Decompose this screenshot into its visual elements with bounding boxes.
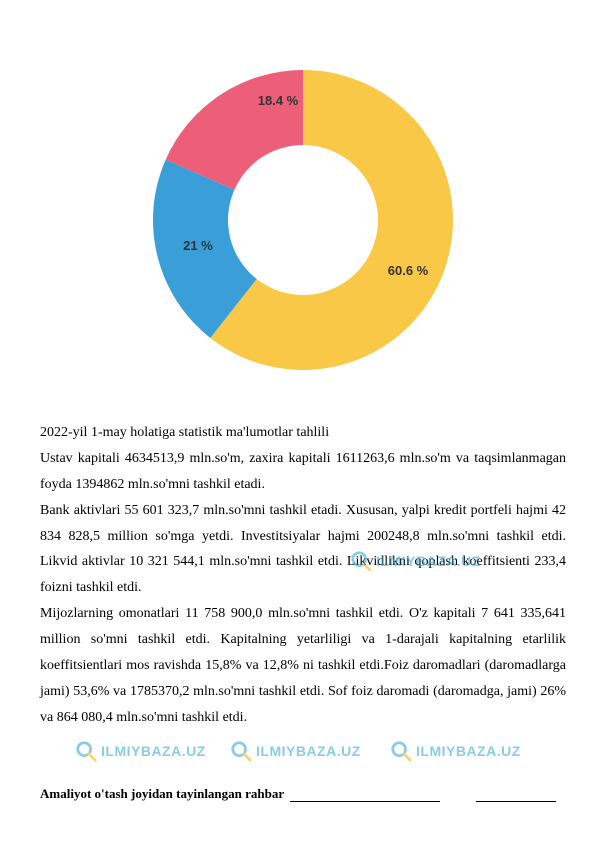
donut-slice-label: 18.4 % bbox=[258, 93, 299, 108]
donut-slice-label: 21 % bbox=[183, 238, 213, 253]
signature-line-2 bbox=[476, 788, 556, 802]
donut-chart-container: 60.6 % 21 % 18.4 % bbox=[40, 50, 566, 390]
donut-chart: 60.6 % 21 % 18.4 % bbox=[133, 50, 473, 390]
donut-slice-label: 60.6 % bbox=[388, 263, 429, 278]
signature-line-1 bbox=[290, 788, 440, 802]
paragraph-3: Bank aktivlari 55 601 323,7 mln.so'mni t… bbox=[40, 498, 566, 602]
paragraph-4: Mijozlarning omonatlari 11 758 900,0 mln… bbox=[40, 601, 566, 730]
page-root: 60.6 % 21 % 18.4 % 2022-yil 1-may holatiga… bbox=[0, 0, 596, 822]
body-text: 2022-yil 1-may holatiga statistik ma'lum… bbox=[40, 420, 566, 731]
footer-label: Amaliyot o'tash joyidan tayinlangan rahb… bbox=[40, 786, 284, 802]
paragraph-1: 2022-yil 1-may holatiga statistik ma'lum… bbox=[40, 420, 566, 446]
paragraph-2: Ustav kapitali 4634513,9 mln.so'm, zaxir… bbox=[40, 446, 566, 498]
footer-line: Amaliyot o'tash joyidan tayinlangan rahb… bbox=[40, 786, 566, 802]
